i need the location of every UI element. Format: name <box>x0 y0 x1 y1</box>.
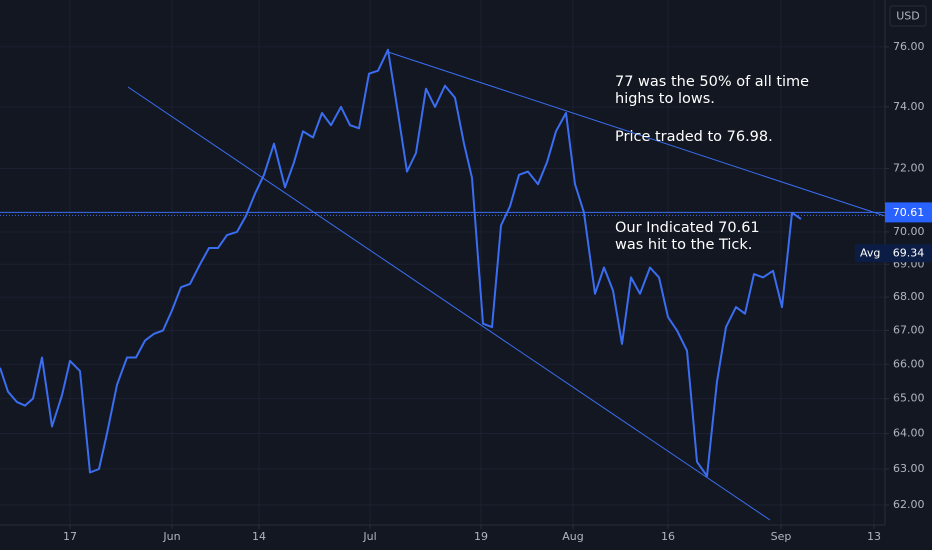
y-tick-label: 76.00 <box>893 40 925 53</box>
plot <box>0 48 802 478</box>
price-label: 70.61 <box>893 206 925 219</box>
price-label-box <box>885 202 932 223</box>
y-tick-label: 74.00 <box>893 100 925 113</box>
price-line-series <box>0 48 802 478</box>
y-tick-label: 72.00 <box>893 162 925 175</box>
annotation-text: Price traded to 76.98. <box>615 129 773 145</box>
x-tick-label: 13 <box>867 530 881 543</box>
y-tick-label: 68.00 <box>893 290 925 303</box>
x-tick-label: Jun <box>162 530 180 543</box>
x-tick-label: 14 <box>252 530 266 543</box>
x-tick-label: 16 <box>661 530 675 543</box>
avg-label: Avg <box>860 247 880 260</box>
avg-box <box>855 244 932 263</box>
upper-trend-line <box>387 51 886 217</box>
currency-label: USD <box>896 10 920 23</box>
y-tick-label: 70.00 <box>893 225 925 238</box>
x-tick-label: Sep <box>771 530 792 543</box>
y-tick-label: 65.00 <box>893 392 925 405</box>
x-tick-label: 19 <box>474 530 488 543</box>
lower-trend-line <box>127 86 771 521</box>
x-tick-label: Aug <box>562 530 583 543</box>
annotation-text: Our Indicated 70.61 <box>615 220 760 236</box>
annotation-text: was hit to the Tick. <box>615 237 752 253</box>
y-tick-label: 63.00 <box>893 462 925 475</box>
y-tick-label: 66.00 <box>893 357 925 370</box>
annotation-text: 77 was the 50% of all time <box>615 74 809 90</box>
avg-value: 69.34 <box>893 247 925 260</box>
y-tick-label: 67.00 <box>893 323 925 336</box>
grid <box>0 0 885 525</box>
y-tick-label: 64.00 <box>893 427 925 440</box>
x-tick-label: Jul <box>362 530 376 543</box>
x-tick-label: 17 <box>63 530 77 543</box>
currency-box[interactable] <box>889 5 927 27</box>
y-tick-label: 62.00 <box>893 498 925 511</box>
annotation-text: highs to lows. <box>615 91 715 107</box>
